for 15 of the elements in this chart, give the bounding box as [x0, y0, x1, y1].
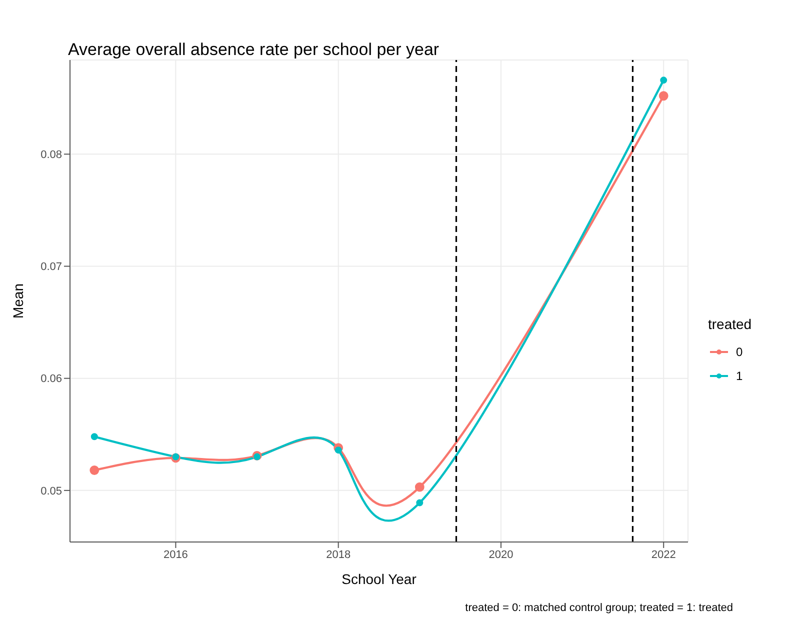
x-tick-label: 2022	[651, 548, 676, 561]
legend-label: 1	[736, 369, 743, 383]
chart-title: Average overall absence rate per school per year	[68, 40, 440, 60]
y-tick-label: 0.08	[40, 149, 62, 162]
y-tick-label: 0.06	[40, 373, 62, 386]
y-tick-label: 0.05	[40, 485, 62, 498]
y-tick-label: 0.07	[40, 261, 62, 274]
text: treated = 0: matched control group; treated = 1: treated	[465, 602, 733, 614]
legend-title: treated	[708, 316, 752, 332]
x-tick-label: 2016	[163, 548, 188, 561]
x-tick-label: 2020	[488, 548, 514, 561]
y-axis-title: Mean	[10, 283, 26, 319]
x-tick-label: 2018	[326, 548, 351, 561]
x-axis-title: School Year	[342, 571, 417, 587]
legend-label: 0	[736, 345, 743, 359]
